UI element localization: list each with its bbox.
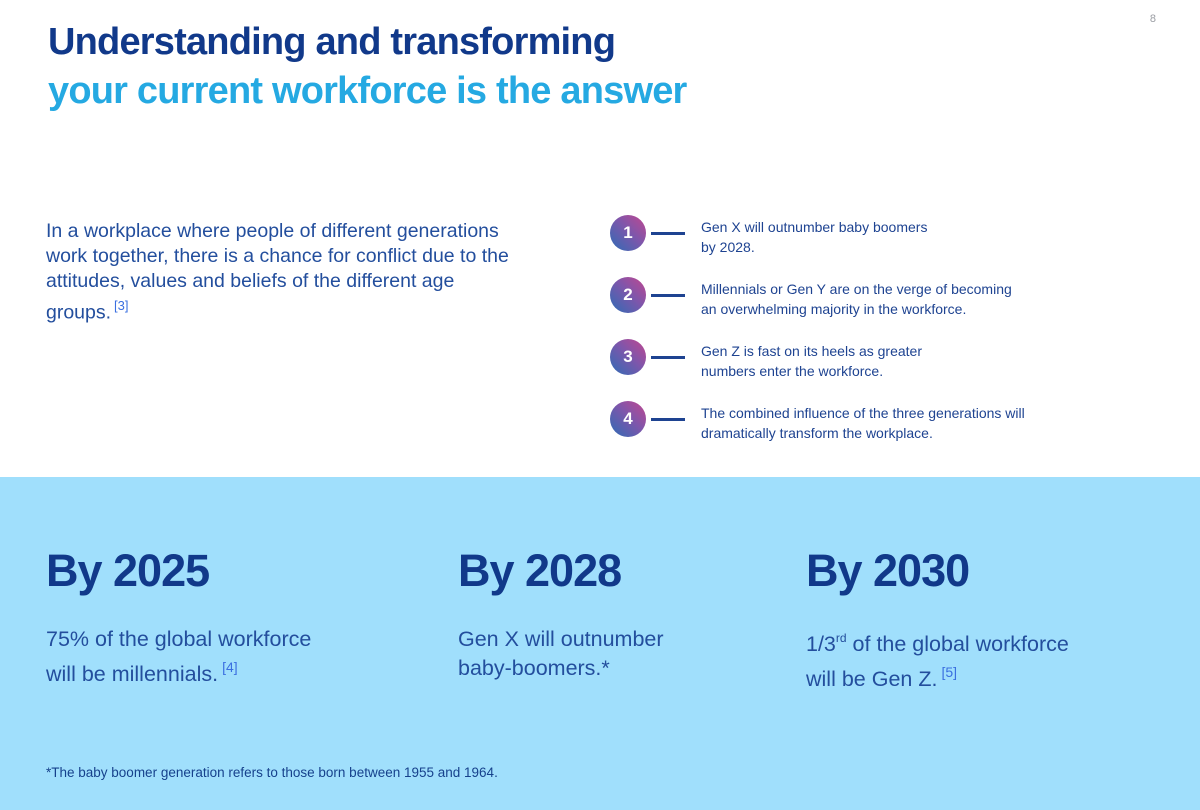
connector-line [651,356,685,359]
list-item-line: an overwhelming majority in the workforc… [701,300,967,317]
citation-4: [4] [222,659,238,675]
list-item-text: Gen X will outnumber baby boomers by 202… [701,215,927,257]
list-item-line: dramatically transform the workplace. [701,424,933,441]
connector-line [651,418,685,421]
milestone-line: will be millennials. [46,662,219,687]
list-item-text: Millennials or Gen Y are on the verge of… [701,277,1012,319]
citation-3: [3] [114,298,129,313]
milestone-heading: By 2030 [806,545,970,596]
connector-line [651,294,685,297]
list-item-line: The combined influence of the three gene… [701,405,1025,421]
intro-text: In a workplace where people of different… [46,220,509,324]
list-item-4: 4 The combined influence of the three ge… [610,401,1090,443]
milestone-line: 75% of the global workforce [46,627,312,651]
milestone-line: will be Gen Z. [806,667,938,692]
ordinal-suffix: rd [835,631,847,645]
list-item-3: 3 Gen Z is fast on its heels as greater … [610,339,1090,381]
number-badge-3: 3 [610,339,646,375]
list-item-line: by 2028. [701,238,755,255]
list-item-line: numbers enter the workforce. [701,362,884,379]
milestone-text: Gen X will outnumber baby-boomers.* [458,625,664,683]
citation-5: [5] [941,664,958,681]
list-item-line: Gen X will outnumber baby boomers [701,219,928,235]
title-line-1: Understanding and transforming [48,21,616,63]
list-item-line: Millennials or Gen Y are on the verge of… [701,281,1012,297]
page-number: 8 [1149,13,1156,25]
list-item-line: Gen Z is fast on its heels as greater [701,343,922,359]
milestone-line: baby-boomers.* [458,656,610,680]
number-badge-1: 1 [610,215,646,251]
footnote: *The baby boomer generation refers to th… [46,765,498,780]
milestone-heading: By 2028 [458,545,622,596]
milestone-line: of the global workforce [846,632,1069,657]
numbered-list: 1 Gen X will outnumber baby boomers by 2… [610,215,1090,463]
milestone-line: Gen X will outnumber [458,627,664,651]
slide-title: Understanding and transforming your curre… [48,18,687,116]
milestone-heading: By 2025 [46,545,210,596]
milestone-text: 75% of the global workforce will be mille… [46,625,311,689]
list-item-text: Gen Z is fast on its heels as greater nu… [701,339,922,381]
number-badge-2: 2 [610,277,646,313]
number-badge-4: 4 [610,401,646,437]
intro-paragraph: In a workplace where people of different… [46,219,524,326]
connector-line [651,232,685,235]
list-item-text: The combined influence of the three gene… [701,401,1025,443]
milestones-band: By 2025 75% of the global workforce will … [0,477,1200,810]
title-line-2: your current workforce is the answer [48,70,687,112]
milestone-text: 1/3rd of the global workforce will be Gen… [806,625,1069,694]
list-item-2: 2 Millennials or Gen Y are on the verge … [610,277,1090,319]
milestone-line: 1/3 [806,632,836,657]
list-item-1: 1 Gen X will outnumber baby boomers by 2… [610,215,1090,257]
